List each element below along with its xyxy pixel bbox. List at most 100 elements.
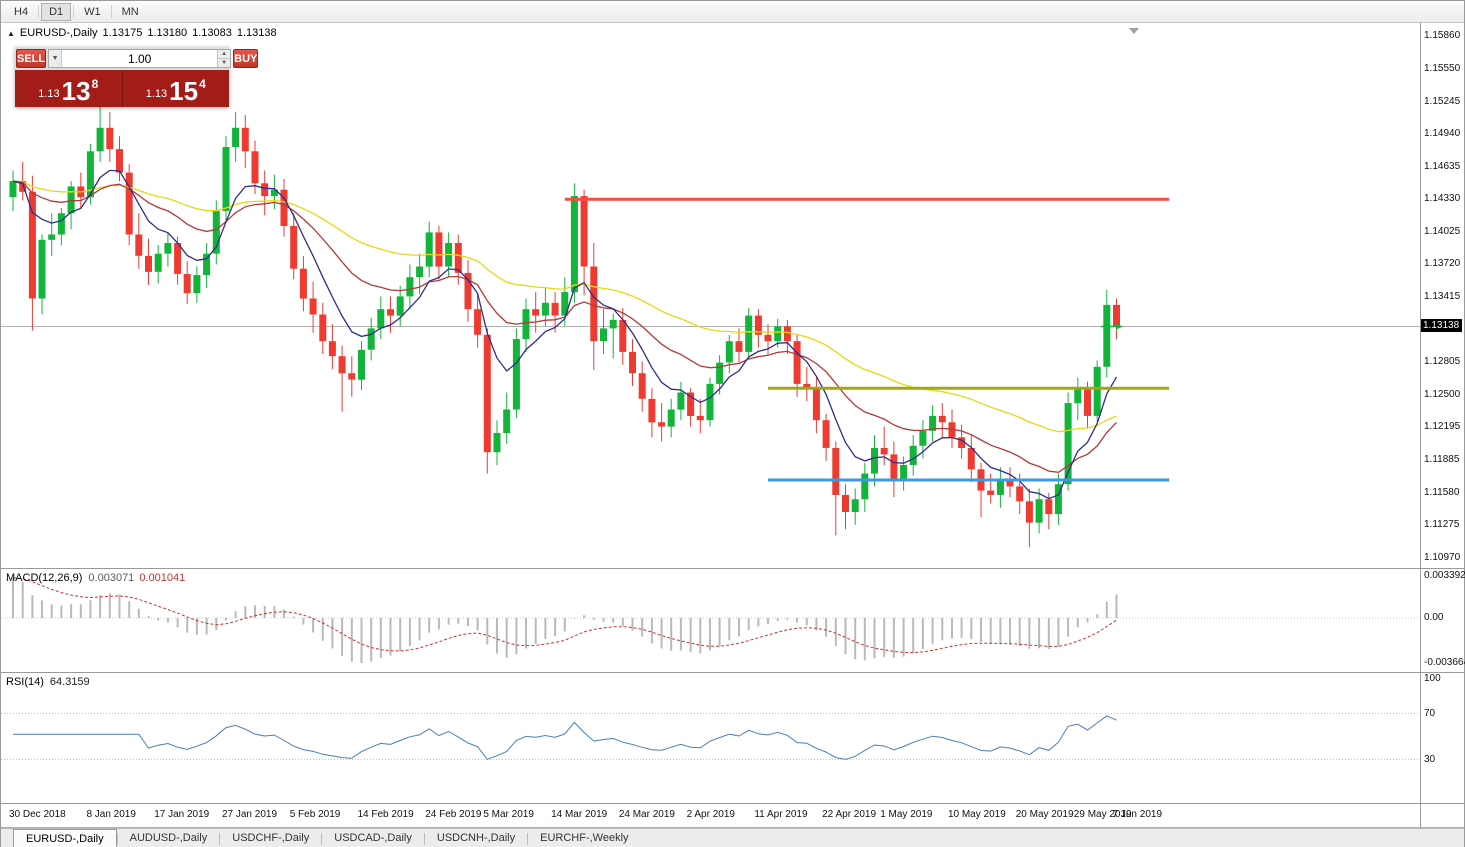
macd-name: MACD(12,26,9) [6, 572, 83, 584]
date-axis-label: 10 May 2019 [947, 809, 1006, 820]
price-axis-label: 1.15860 [1424, 30, 1461, 41]
rsi-axis: 100 70 30 [1420, 673, 1464, 803]
tab-separator [116, 832, 118, 845]
date-axis-label: 20 May 2019 [1015, 809, 1074, 820]
tab-separator [527, 832, 529, 845]
chart-expand-icon[interactable]: ▲ [7, 28, 15, 38]
date-axis-label: 17 Jan 2019 [154, 809, 210, 820]
macd-axis-label: 0.003392 [1424, 569, 1465, 581]
chart-header: ▲ EURUSD-,Daily 1.13175 1.13180 1.13083 … [7, 27, 277, 39]
timeframe-buttons: H4 D1 W1 MN [6, 2, 147, 21]
rsi-pane[interactable]: 100 70 30 RSI(14) 64.3159 [1, 673, 1464, 804]
rsi-axis-label: 70 [1424, 707, 1436, 719]
price-axis-label: 1.12500 [1424, 388, 1461, 400]
buy-price[interactable]: 1.13 15 4 [123, 70, 230, 107]
date-axis-label: 14 Mar 2019 [551, 809, 608, 820]
ohlc-close: 1.13138 [236, 27, 277, 39]
price-axis-label: 1.12805 [1424, 356, 1461, 368]
ohlc-low: 1.13083 [192, 27, 232, 39]
buy-button[interactable]: BUY [233, 49, 259, 68]
price-axis-label: 1.14330 [1424, 193, 1461, 205]
price-chart-pane[interactable]: 1.13138 1.15860 1.15550 1.15245 1.14940 1.14… [1, 23, 1464, 569]
chart-shift-marker [1129, 28, 1139, 34]
date-axis-label: 27 Jan 2019 [221, 809, 278, 820]
rsi-chart[interactable] [1, 673, 1422, 803]
tab-audusd-daily[interactable]: AUDUSD-,Daily [129, 832, 208, 844]
axis-corner [1420, 804, 1464, 827]
spinner-down-icon[interactable]: ▼ [218, 59, 231, 67]
ohlc-open: 1.13175 [102, 27, 143, 39]
tab-eurchf-weekly[interactable]: EURCHF-,Weekly [540, 832, 629, 844]
date-axis-label: 14 Feb 2019 [357, 809, 414, 820]
sell-price-prefix: 1.13 [38, 88, 60, 100]
date-axis-label: 29 May 2019 [1073, 809, 1132, 820]
price-axis-label: 1.14025 [1424, 225, 1461, 237]
macd-axis-label: 0.00 [1424, 612, 1444, 623]
timeframe-button-h4[interactable]: H4 [14, 5, 29, 18]
price-axis-label: 1.13415 [1424, 290, 1461, 302]
price-axis-label: 1.15245 [1424, 95, 1461, 107]
date-axis-label: 5 Mar 2019 [483, 809, 534, 820]
macd-signal-line [12, 577, 1117, 654]
spinner-up-icon[interactable]: ▲ [218, 50, 231, 59]
candles [9, 106, 1120, 548]
date-axis-label: 24 Feb 2019 [425, 809, 482, 820]
price-axis-label: 1.11275 [1424, 519, 1460, 531]
ma-line-45 [12, 180, 1117, 433]
ma-line-7 [12, 169, 1118, 500]
chart-tab-bar: EURUSD-,Daily AUDUSD-,Daily USDCHF-,Daily U… [1, 828, 1464, 847]
timeframe-button-w1[interactable]: W1 [84, 5, 101, 18]
tab-usdchf-daily[interactable]: USDCHF-,Daily [232, 832, 310, 844]
tab-separator [219, 832, 221, 845]
macd-signal-value: 0.001041 [139, 572, 186, 584]
macd-histogram [12, 577, 1118, 663]
sell-price[interactable]: 1.13 13 8 [15, 70, 122, 107]
price-axis-label: 1.11580 [1424, 486, 1460, 498]
tab-usdcad-daily[interactable]: USDCAD-,Daily [334, 832, 412, 844]
toolbar-separator [110, 5, 112, 18]
date-axis: 30 Dec 2018 8 Jan 2019 17 Jan 2019 27 Jan 2… [1, 804, 1464, 828]
price-axis-label: 1.15550 [1424, 63, 1461, 75]
trade-controls-row: SELL ▼ ▲▼ BUY [15, 47, 259, 70]
timeframe-button-mn[interactable]: MN [121, 5, 139, 18]
volume-dropdown-icon[interactable]: ▼ [49, 50, 63, 67]
date-axis-label: 8 Jan 2019 [86, 809, 136, 820]
date-axis-label: 7 Jun 2019 [1112, 809, 1163, 820]
sell-button[interactable]: SELL [16, 49, 47, 68]
date-axis-label: 1 May 2019 [880, 809, 933, 820]
toolbar-separator [38, 5, 40, 18]
chart-workspace: 1.13138 1.15860 1.15550 1.15245 1.14940 1.14… [1, 23, 1465, 828]
price-axis: 1.13138 1.15860 1.15550 1.15245 1.14940 1.14… [1420, 23, 1464, 568]
volume-input[interactable] [62, 50, 218, 67]
price-axis-label: 1.13720 [1424, 258, 1461, 270]
macd-main-value: 0.003071 [88, 572, 135, 584]
chart-symbol-label: EURUSD-,Daily [19, 27, 98, 39]
price-axis-label: 1.14635 [1424, 160, 1461, 172]
macd-label: MACD(12,26,9) 0.003071 0.001041 [6, 572, 185, 584]
macd-pane[interactable]: 0.003392 0.00 -0.003664 MACD(12,26,9) 0.003… [1, 569, 1465, 673]
price-axis-label: 1.12195 [1424, 421, 1461, 433]
date-axis-label: 11 Apr 2019 [754, 809, 808, 820]
timeframe-button-d1[interactable]: D1 [41, 2, 72, 21]
price-axis-label: 1.11885 [1424, 454, 1460, 466]
volume-spinner[interactable]: ▲ ▼ [217, 50, 231, 67]
macd-axis-label: -0.003664 [1424, 657, 1465, 669]
volume-control[interactable]: ▼ ▲▼ [48, 49, 232, 68]
current-price-badge: 1.13138 [1421, 318, 1463, 332]
date-axis-label: 24 Mar 2019 [618, 809, 675, 820]
sell-price-point: 8 [91, 77, 99, 91]
tab-eurusd-daily[interactable]: EURUSD-,Daily [13, 829, 117, 847]
date-axis-label: 22 Apr 2019 [822, 809, 877, 820]
tab-usdcnh-daily[interactable]: USDCNH-,Daily [436, 832, 516, 844]
macd-axis: 0.003392 0.00 -0.003664 [1420, 569, 1465, 672]
rsi-name: RSI(14) [6, 676, 44, 688]
date-axis-label: 5 Feb 2019 [289, 809, 341, 820]
price-chart[interactable] [1, 23, 1422, 568]
price-axis-label: 1.10970 [1424, 551, 1461, 563]
timeframe-toolbar: H4 D1 W1 MN [1, 1, 1464, 23]
buy-price-prefix: 1.13 [145, 88, 168, 100]
buy-price-pips: 15 [169, 76, 199, 106]
price-arrow [1116, 323, 1123, 330]
macd-chart[interactable] [1, 569, 1422, 672]
